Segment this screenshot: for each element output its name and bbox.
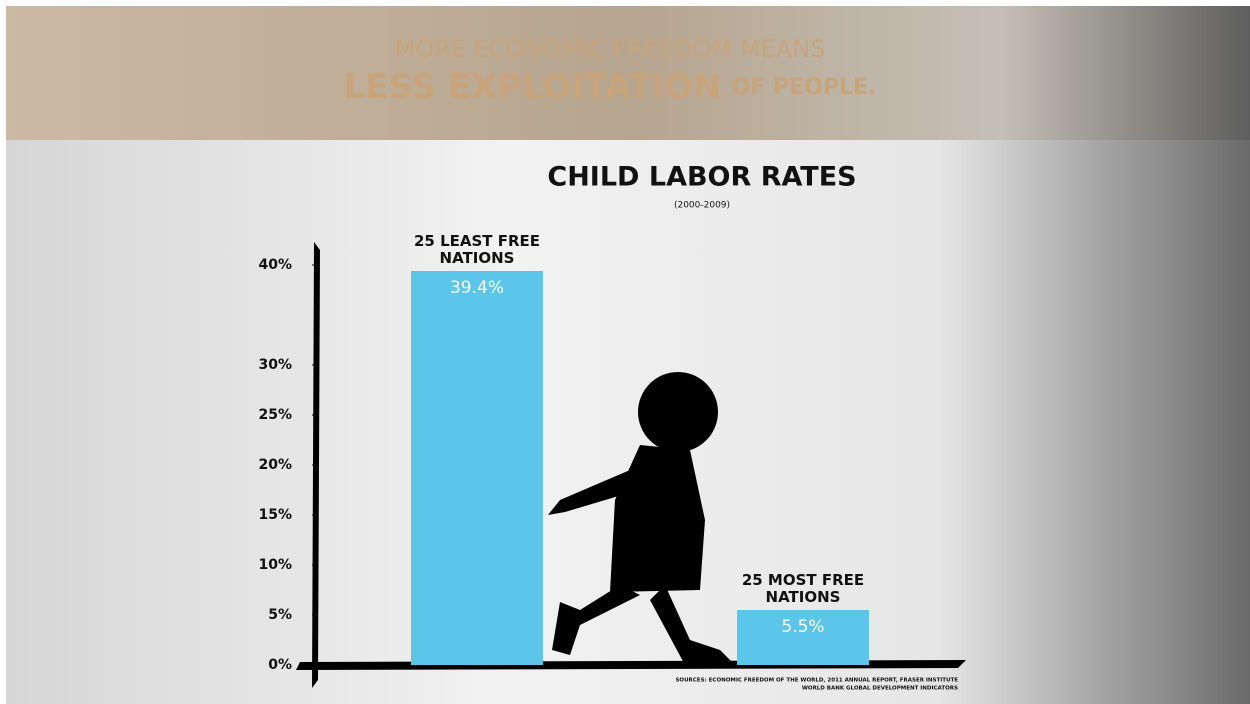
- headline-2: LESS EXPLOITATION OF PEOPLE.: [344, 67, 877, 107]
- bar: [411, 271, 543, 665]
- header-band: [6, 6, 1250, 140]
- category-label: 25 MOST FREE NATIONS: [741, 571, 865, 606]
- y-axis: [312, 242, 320, 688]
- y-tick-label: 15%: [258, 507, 292, 523]
- chart-subtitle: (2000-2009): [674, 201, 730, 211]
- category-label: 25 LEAST FREE NATIONS: [413, 232, 541, 267]
- y-tick-label: 30%: [258, 357, 292, 373]
- value-label: 5.5%: [781, 617, 824, 637]
- bar: [737, 610, 869, 665]
- y-tick-label: 5%: [268, 607, 292, 623]
- source-note: SOURCES: ECONOMIC FREEDOM OF THE WORLD, …: [675, 678, 958, 684]
- value-label: 39.4%: [450, 278, 504, 298]
- source-note: WORLD BANK GLOBAL DEVELOPMENT INDICATORS: [802, 686, 958, 692]
- y-tick-label: 25%: [258, 407, 292, 423]
- headline-1: MORE ECONOMIC FREEDOM MEANS: [395, 35, 826, 63]
- y-tick-label: 10%: [258, 557, 292, 573]
- headline-end: OF PEOPLE.: [732, 75, 877, 100]
- headline-emphasis: LESS EXPLOITATION: [344, 67, 722, 107]
- chart-title: CHILD LABOR RATES: [547, 162, 856, 193]
- child-silhouette: [548, 372, 735, 665]
- y-tick-label: 40%: [258, 257, 292, 273]
- y-tick-label: 0%: [268, 657, 292, 673]
- y-tick-label: 20%: [258, 457, 292, 473]
